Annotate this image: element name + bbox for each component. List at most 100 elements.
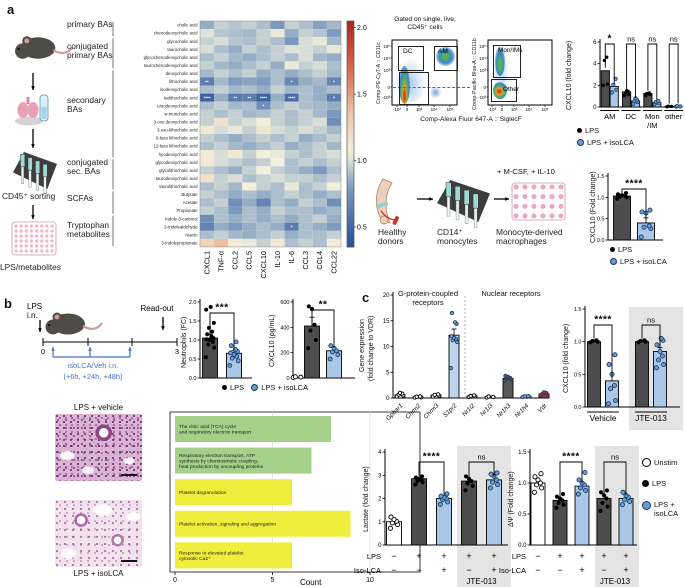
pathway-label: heat production by uncoupling proteins [179,464,264,470]
panel-b-legend: LPS LPS + isoLCA [222,383,308,395]
heatmap-cell [326,133,341,143]
heatmap-row-label: chenodeoxycholic acid [154,31,198,36]
legend-isolca-label: LPS + isoLCA [587,137,634,147]
colorbar-segment [347,84,354,88]
significance-label: ns [647,316,655,325]
heatmap-row-label: ursodeoxycholic acid [157,103,198,108]
mdm-legend: LPS LPS + isoLCA [610,245,667,268]
pathway-label: Response to elevated platelet [179,551,244,557]
heatmap-cell [298,37,313,46]
pathway-label: synthesis by chemiosmotic coupling, [179,458,258,464]
data-point [298,374,304,380]
data-point [598,508,603,513]
heatmap-cell [312,133,327,143]
heatmap-cell [256,125,271,134]
heatmap-cell [214,45,229,54]
significance-label: ns [627,35,635,44]
colorbar-segment [347,87,354,92]
colorbar-segment [347,134,354,138]
data-point [228,343,234,349]
axis-tick-label: 600 [280,300,289,306]
heatmap-cell [242,166,257,175]
data-point [638,234,644,240]
legend-isolca-line2: isoLCA [654,509,679,518]
heatmap-cell [200,93,215,102]
legend-item-lps: LPS [610,245,667,254]
heatmap-cell [214,198,229,207]
heatmap-cell [284,222,299,231]
tube-rack-icon [13,152,57,195]
axis-tick-label: 0 [378,543,382,549]
heatmap-cell [214,125,229,134]
heatmap-row-label: deoxycholic acid [166,71,198,76]
heatmap-cell [228,37,243,46]
heatmap-cell [298,77,313,86]
data-point [622,93,627,98]
heatmap-cell [270,190,285,199]
axis-tick-label: 4 [593,62,597,68]
heatmap-cell [200,230,215,239]
heatmap-cell [298,142,313,151]
isolca-dosing-label: isoLCA/Veh i.n. [68,361,119,370]
flow-plot1-frame [391,39,458,106]
colorbar-segment [347,77,354,82]
heatmap-cell [284,150,299,159]
heatmap-cell [326,45,341,54]
bar [613,195,631,241]
significance-bracket [418,461,445,496]
heatmap-cell [200,29,215,38]
isolca-dot-icon [251,384,259,391]
mon-ims-gate-label: Mon/IMs [498,47,523,54]
sidebar-label-primary-bas: primary BAs [67,19,113,29]
data-point [612,352,618,358]
heatmap-row-label: taurochenodeoxycholic acid [144,63,198,68]
heatmap-row-label: Butyrate [181,192,198,197]
healthy-donors-label: Healthy donors [378,227,407,247]
heatmap-cell [326,117,341,126]
data-point [539,485,545,491]
heatmap-cell [312,166,327,175]
heatmap-cell [200,61,215,70]
colorbar-segment [347,60,354,65]
heatmap-cell [312,214,327,223]
significance-bracket [641,324,661,349]
legend-lps-label: LPS [652,479,667,488]
well-plate-icon [11,221,57,256]
condition-symbol: − [416,565,421,575]
legend-lps-label: LPS [230,383,245,392]
readout-label: Read-out [141,304,175,313]
axis-tick-label: 10 [383,345,390,351]
heatmap-cell [228,238,243,247]
heatmap-cell [228,150,243,159]
heatmap-row-label: glycocholic acid [167,39,198,44]
panel-a-label: a [7,2,15,17]
data-point [493,477,499,483]
neutrophils-y-label: Neutrophils (FC) [181,316,188,368]
axis-tick-label: 20 [383,293,390,299]
data-point [327,356,333,362]
heatmap-cell [256,198,271,207]
cxcl10-jte-chart: 0.0 0.5 1.0 1.5 **** ns Vehicle JTE-013 [574,306,683,430]
heatmap-significance: ** [233,95,237,100]
colorbar-tick-label: 1.0 [357,158,367,165]
heatmap-row-label: taurodeoxycholic acid [156,176,198,181]
data-point [609,90,615,95]
mon-ims-gate [493,45,521,78]
timeline-tick-label: 3 [175,347,179,356]
heatmap-cell [256,142,271,151]
colorbar-segment [347,100,354,105]
heatmap-cell [200,77,215,86]
data-point [306,304,311,309]
significance-label: **** [423,452,441,463]
data-point [417,394,423,399]
cxcl10-jte-y-label: CXCL10 (fold change) [563,323,570,393]
heatmap-cell [242,37,257,46]
axis-tick-label: 1 [378,520,382,526]
colorbar-segment [347,203,354,208]
heatmap-cell [270,77,285,86]
heatmap-row-label: 3-oxo-lithocholic acid [157,128,198,133]
arrow-icon [429,197,433,201]
heatmap-cell [298,206,313,215]
colorbar-segment [347,94,354,98]
heatmap-cell [228,125,243,134]
